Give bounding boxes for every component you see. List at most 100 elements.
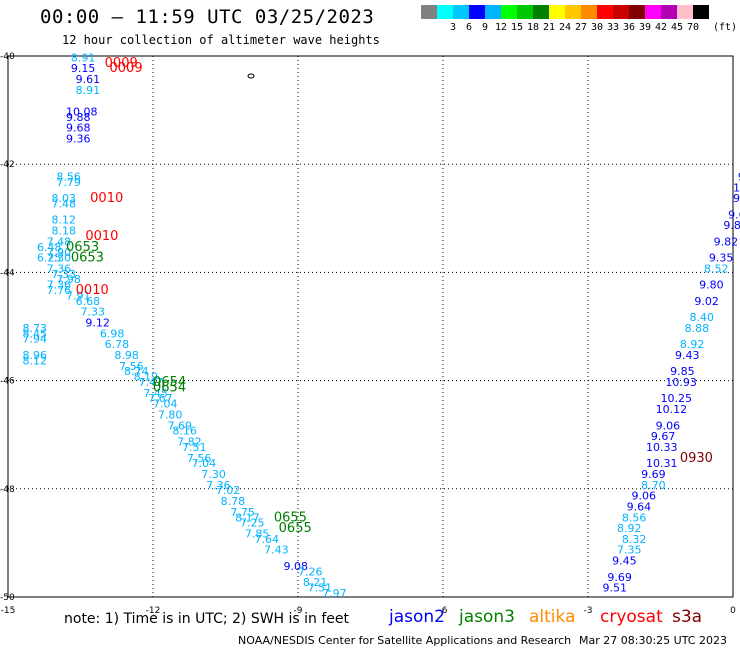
- color-scale-label: 45: [670, 22, 684, 33]
- wave-height-value: 7.64: [255, 533, 280, 546]
- color-scale-label: 6: [465, 22, 473, 33]
- wave-height-value: 9.02: [694, 295, 719, 308]
- lon-tick-label: -9: [294, 606, 303, 616]
- lon-tick-label: -6: [439, 606, 448, 616]
- color-scale-label: 18: [526, 22, 540, 33]
- wave-height-value: 8.40: [690, 311, 715, 324]
- wave-height-value: 7.51: [182, 441, 207, 454]
- wave-height-value: 9.43: [675, 349, 700, 362]
- wave-height-value: 9.80: [699, 279, 724, 292]
- wave-height-value: 9.15: [71, 62, 96, 75]
- wave-height-value: 7.98: [56, 273, 80, 286]
- wave-height-value: 8.45: [23, 327, 48, 340]
- wave-height-value: 9.68: [66, 122, 91, 135]
- wave-height-value: 10.33: [646, 441, 678, 454]
- wave-height-value: 8.12: [23, 354, 48, 367]
- wave-height-value: 7.35: [617, 544, 642, 557]
- wave-height-value: 9.69: [641, 468, 666, 481]
- wave-height-value: 7.90: [47, 246, 72, 259]
- lat-tick-label: -40: [0, 52, 15, 62]
- wave-height-value: 8.91: [71, 51, 96, 64]
- color-scale-swatch: [613, 5, 629, 19]
- color-scale-label: 70: [686, 22, 700, 33]
- wave-height-value: 8.91: [76, 84, 101, 97]
- lat-tick-label: -44: [0, 268, 15, 278]
- wave-height-value: 10.31: [646, 457, 678, 470]
- color-scale-swatch: [597, 5, 613, 19]
- color-scale-label: 9: [481, 22, 489, 33]
- lon-tick-label: -15: [1, 606, 16, 616]
- credit-line: NOAA/NESDIS Center for Satellite Applica…: [238, 634, 572, 647]
- wave-height-value: 9.85: [670, 365, 695, 378]
- wave-height-value: 9.8: [723, 219, 740, 232]
- satellite-legend-item: cryosat: [600, 607, 663, 627]
- wave-height-value: 7.43: [264, 544, 289, 557]
- pass-time-label: 0655: [274, 510, 307, 525]
- wave-height-value: 7.67: [148, 392, 173, 405]
- lat-tick-label: -42: [0, 160, 15, 170]
- wave-height-value: 8.92: [617, 522, 642, 535]
- satellite-legend-item: altika: [529, 607, 576, 627]
- wave-height-value: 8.56: [622, 511, 647, 524]
- page-title: 00:00 – 11:59 UTC 03/25/2023: [40, 6, 375, 28]
- color-scale-unit: (ft): [713, 22, 738, 33]
- color-scale-swatch: [437, 5, 453, 19]
- wave-height-value: 7.30: [47, 252, 72, 265]
- pass-time-label: 0010: [85, 229, 118, 244]
- wave-height-value: 7.76: [47, 284, 72, 297]
- wave-height-value: 7.69: [168, 419, 193, 432]
- lon-tick-label: -3: [584, 606, 593, 616]
- color-scale-swatch: [485, 5, 501, 19]
- wave-height-value: 8.12: [52, 214, 77, 227]
- color-scale-swatch: [645, 5, 661, 19]
- color-scale-swatch: [693, 5, 709, 19]
- wave-height-value: 8.74: [124, 365, 149, 378]
- color-scale-swatch: [581, 5, 597, 19]
- color-scale-swatch: [549, 5, 565, 19]
- color-scale-label: 24: [558, 22, 572, 33]
- lon-tick-label: -12: [146, 606, 161, 616]
- pass-time-label: 0009: [110, 61, 143, 76]
- wave-height-value: 7.36: [206, 479, 231, 492]
- wave-height-value: 7.94: [23, 333, 48, 346]
- wave-height-value: 10.12: [656, 403, 688, 416]
- satellite-legend-item: jason2: [389, 607, 445, 627]
- color-scale-label: 33: [606, 22, 620, 33]
- wave-height-value: 9.08: [284, 560, 309, 573]
- wave-height-value: 7.97: [322, 587, 347, 600]
- lat-tick-label: -48: [0, 485, 15, 495]
- wave-height-value: 7.79: [56, 176, 80, 189]
- wave-height-value: 7.36: [47, 262, 72, 275]
- color-scale-swatch: [517, 5, 533, 19]
- timestamp: Mar 27 08:30:25 UTC 2023: [579, 634, 727, 647]
- wave-height-value: 7.80: [158, 408, 183, 421]
- map-frame: [7, 55, 734, 598]
- color-scale-swatch: [501, 5, 517, 19]
- wave-height-value: 7.51: [308, 582, 333, 595]
- wave-height-value: 6.68: [76, 295, 101, 308]
- wave-height-value: 7.04: [192, 457, 217, 470]
- lat-tick-label: -46: [0, 377, 15, 387]
- wave-height-value: 10.93: [665, 376, 697, 389]
- pass-time-label: 0010: [76, 283, 109, 298]
- wave-height-value: 9.51: [603, 582, 628, 595]
- wave-height-value: 9.35: [709, 252, 734, 265]
- wave-height-value: 7.26: [298, 565, 323, 578]
- wave-height-value: 9.88: [66, 111, 91, 124]
- wave-height-value: 8.92: [680, 338, 705, 351]
- wave-height-value: 7.33: [52, 268, 77, 281]
- footnote: note: 1) Time is in UTC; 2) SWH is in fe…: [64, 611, 350, 627]
- wave-height-value: 6.48: [37, 241, 62, 254]
- color-scale-label: 42: [654, 22, 668, 33]
- wave-height-value: 9.67: [651, 430, 676, 443]
- color-scale-label: 39: [638, 22, 652, 33]
- wave-height-value: 9.64: [627, 500, 652, 513]
- pass-time-label: 0653: [71, 251, 104, 266]
- pass-time-label: 0010: [90, 191, 123, 206]
- wave-height-value: 9.82: [714, 235, 739, 248]
- color-scale-swatch: [533, 5, 549, 19]
- wave-height-value: 9.61: [76, 73, 101, 86]
- island-marker: [247, 73, 255, 79]
- wave-height-value: 8.88: [685, 322, 710, 335]
- wave-height-value: 8.56: [56, 170, 80, 183]
